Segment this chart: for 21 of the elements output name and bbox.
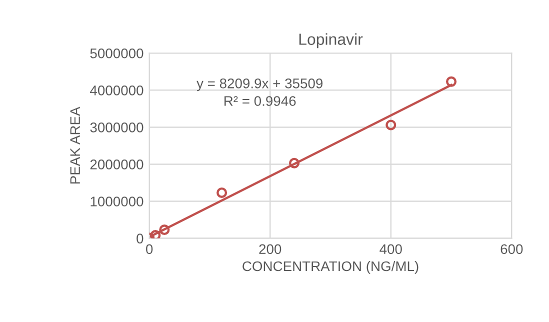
y-tick-label: 1000000 bbox=[90, 196, 144, 206]
point bbox=[288, 158, 300, 168]
y-tick-label: 3000000 bbox=[90, 122, 144, 132]
point bbox=[386, 120, 396, 130]
y-tick-label: 4000000 bbox=[90, 85, 144, 96]
point bbox=[216, 187, 228, 198]
x-tick-label: 0 bbox=[146, 244, 153, 254]
y-tick-label: 2000000 bbox=[90, 160, 144, 170]
y-tick-label: 5000000 bbox=[90, 48, 144, 58]
point bbox=[159, 224, 170, 236]
y-tick-label: 0 bbox=[136, 234, 144, 244]
x-tick-label: 200 bbox=[259, 244, 282, 254]
x-axis-title: CONCENTRATION (NG/ML) bbox=[242, 260, 418, 274]
x-tick-label: 400 bbox=[380, 244, 402, 254]
chart-title: Lopinavir bbox=[299, 33, 363, 48]
annotation: R² = 0.9946 bbox=[224, 96, 296, 106]
annotation: y = 8209.9x + 35509 bbox=[196, 78, 323, 92]
point bbox=[150, 230, 161, 238]
x-tick-label: 600 bbox=[500, 244, 523, 254]
y-axis-title: PEAK AREA bbox=[70, 106, 80, 184]
point bbox=[446, 76, 457, 87]
